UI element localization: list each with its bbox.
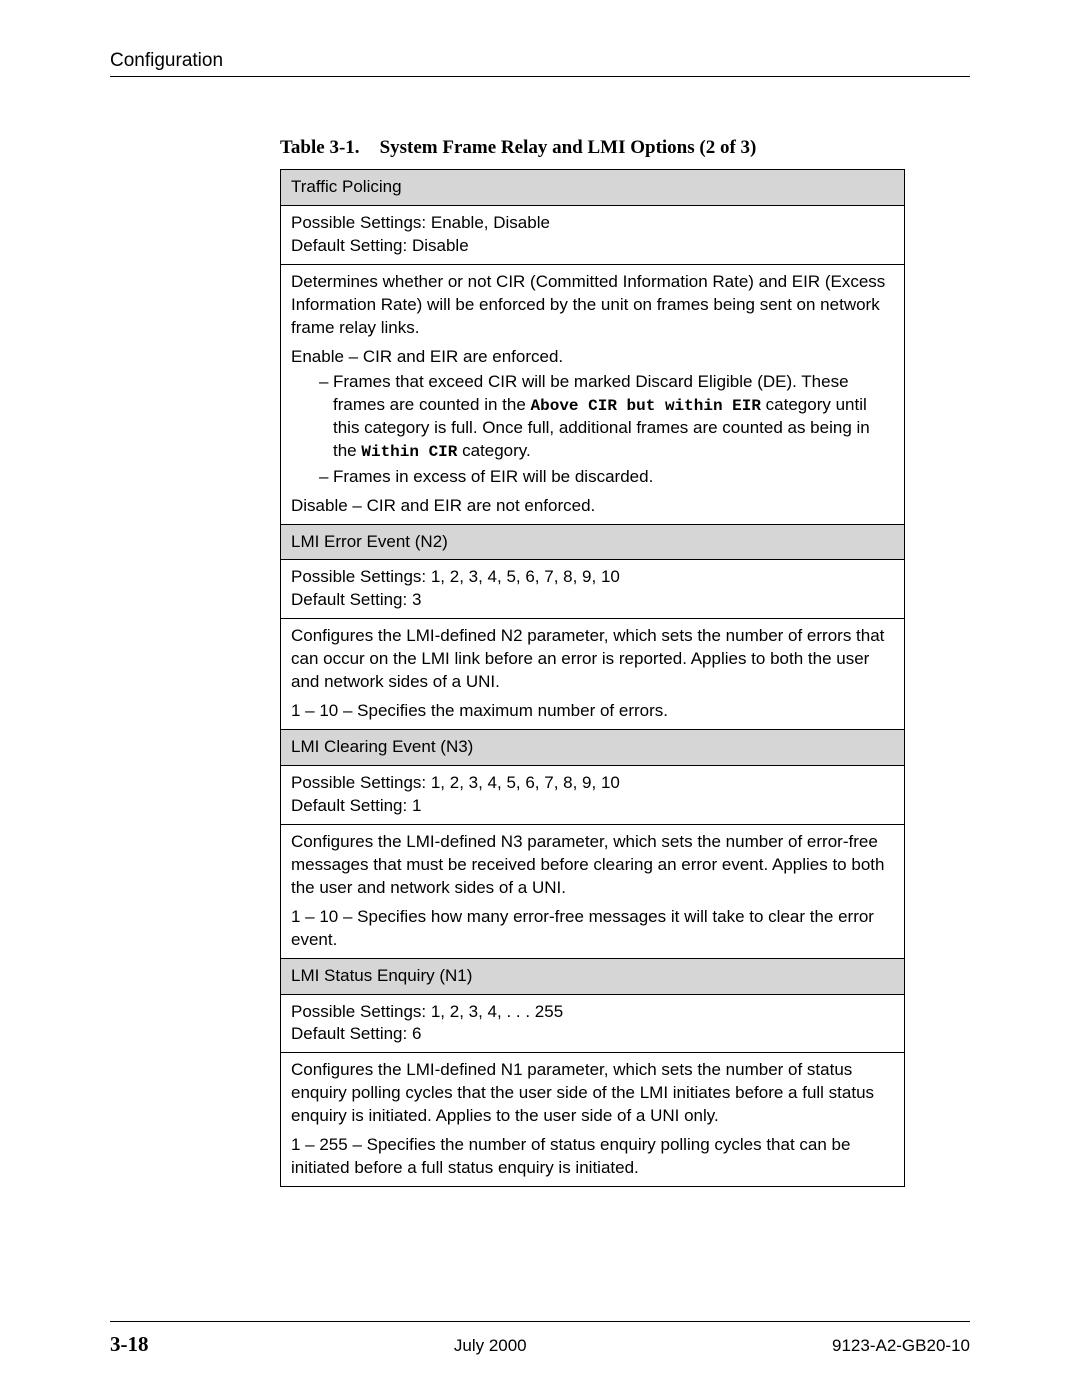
bullet-text: Frames in excess of EIR will be discarde…	[333, 466, 894, 489]
possible-settings: Possible Settings: 1, 2, 3, 4, 5, 6, 7, …	[291, 566, 894, 589]
option-settings: Possible Settings: 1, 2, 3, 4, 5, 6, 7, …	[281, 560, 905, 619]
option-description: Configures the LMI-defined N2 parameter,…	[281, 619, 905, 730]
option-description: Configures the LMI-defined N3 parameter,…	[281, 824, 905, 958]
default-setting: Default Setting: 6	[291, 1023, 894, 1046]
desc-para: Configures the LMI-defined N1 parameter,…	[291, 1059, 894, 1128]
bullet-list: – Frames that exceed CIR will be marked …	[319, 371, 894, 489]
option-name: Traffic Policing	[281, 170, 905, 206]
desc-para: Configures the LMI-defined N3 parameter,…	[291, 831, 894, 900]
possible-settings: Possible Settings: 1, 2, 3, 4, 5, 6, 7, …	[291, 772, 894, 795]
footer-docid: 9123-A2-GB20-10	[832, 1336, 970, 1356]
disable-lead: Disable – CIR and EIR are not enforced.	[291, 495, 894, 518]
header-rule	[110, 76, 970, 77]
mono-frag: Above CIR but within EIR	[531, 397, 761, 415]
desc-para: 1 – 10 – Specifies how many error-free m…	[291, 906, 894, 952]
options-table: Traffic Policing Possible Settings: Enab…	[280, 169, 905, 1187]
default-setting: Default Setting: Disable	[291, 235, 894, 258]
page-number: 3-18	[110, 1332, 149, 1357]
document-page: Configuration Table 3-1. System Frame Re…	[0, 0, 1080, 1397]
option-name: LMI Status Enquiry (N1)	[281, 958, 905, 994]
option-description: Configures the LMI-defined N1 parameter,…	[281, 1053, 905, 1187]
bullet-item: – Frames in excess of EIR will be discar…	[319, 466, 894, 489]
default-setting: Default Setting: 3	[291, 589, 894, 612]
dash-icon: –	[319, 466, 333, 489]
desc-para: 1 – 10 – Specifies the maximum number of…	[291, 700, 894, 723]
enable-lead: Enable – CIR and EIR are enforced.	[291, 346, 894, 369]
table-caption: Table 3-1. System Frame Relay and LMI Op…	[280, 137, 970, 159]
option-settings: Possible Settings: 1, 2, 3, 4, 5, 6, 7, …	[281, 766, 905, 825]
footer-date: July 2000	[454, 1336, 527, 1356]
caption-title: System Frame Relay and LMI Options (2 of…	[380, 137, 757, 158]
desc-para: 1 – 255 – Specifies the number of status…	[291, 1134, 894, 1180]
option-settings: Possible Settings: Enable, Disable Defau…	[281, 205, 905, 264]
possible-settings: Possible Settings: Enable, Disable	[291, 212, 894, 235]
running-header: Configuration	[110, 50, 970, 72]
desc-intro: Determines whether or not CIR (Committed…	[291, 271, 894, 340]
possible-settings: Possible Settings: 1, 2, 3, 4, . . . 255	[291, 1001, 894, 1024]
bullet-text: Frames that exceed CIR will be marked Di…	[333, 371, 894, 464]
page-footer: 3-18 July 2000 9123-A2-GB20-10	[110, 1321, 970, 1357]
option-settings: Possible Settings: 1, 2, 3, 4, . . . 255…	[281, 994, 905, 1053]
caption-label: Table 3-1.	[280, 137, 360, 158]
mono-frag: Within CIR	[361, 443, 457, 461]
desc-para: Configures the LMI-defined N2 parameter,…	[291, 625, 894, 694]
option-name: LMI Error Event (N2)	[281, 524, 905, 560]
option-description: Determines whether or not CIR (Committed…	[281, 264, 905, 524]
bullet-item: – Frames that exceed CIR will be marked …	[319, 371, 894, 464]
option-name: LMI Clearing Event (N3)	[281, 730, 905, 766]
default-setting: Default Setting: 1	[291, 795, 894, 818]
text-frag: category.	[457, 441, 530, 460]
dash-icon: –	[319, 371, 333, 464]
